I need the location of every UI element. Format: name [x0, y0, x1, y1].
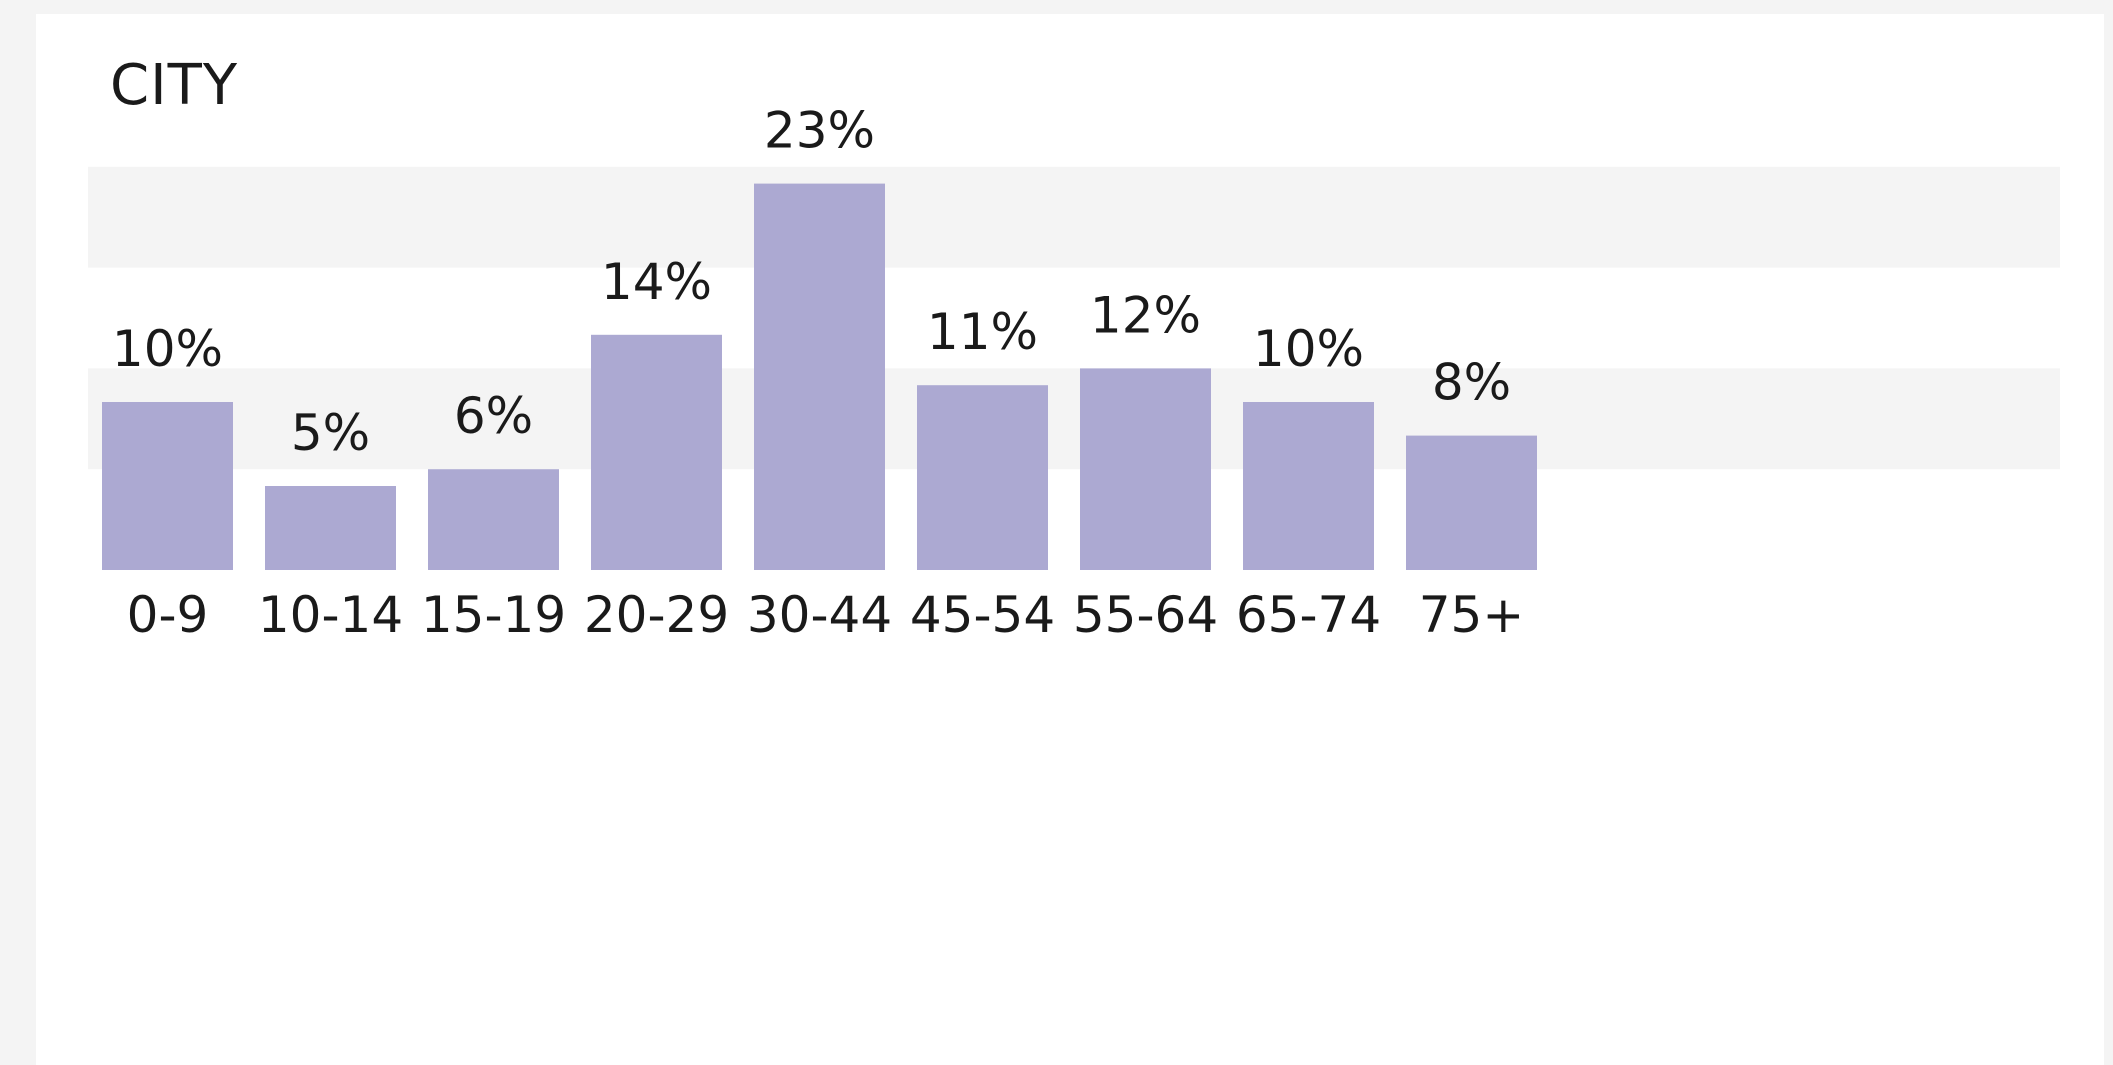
bars: [102, 183, 1537, 570]
bar-10-14: [265, 486, 396, 570]
value-labels: 10% 5% 6% 14% 23% 11% 12% 10% 8%: [112, 102, 1511, 462]
category-label: 55-64: [1073, 586, 1218, 644]
value-label: 10%: [1253, 320, 1364, 378]
category-label: 10-14: [258, 586, 403, 644]
grid-bands: [88, 166, 2060, 470]
bar-45-54: [917, 385, 1048, 570]
bar-15-19: [428, 469, 559, 570]
grid-band: [88, 166, 2060, 268]
value-label: 23%: [764, 102, 875, 160]
value-label: 6%: [454, 387, 533, 445]
bar-75+: [1406, 435, 1537, 570]
value-label: 5%: [291, 404, 370, 462]
value-label: 12%: [1090, 286, 1201, 344]
category-label: 45-54: [910, 586, 1055, 644]
bar-65-74: [1243, 402, 1374, 570]
grid-band: [88, 368, 2060, 470]
category-labels: 0-9 10-14 15-19 20-29 30-44 45-54 55-64 65-74 75…: [127, 586, 1525, 644]
bar-55-64: [1080, 368, 1211, 570]
bar-30-44: [754, 183, 885, 570]
category-label: 30-44: [747, 586, 892, 644]
bar-0-9: [102, 402, 233, 570]
value-label: 14%: [601, 253, 712, 311]
category-label: 65-74: [1236, 586, 1381, 644]
bar-20-29: [591, 334, 722, 570]
category-label: 15-19: [421, 586, 566, 644]
value-label: 11%: [927, 303, 1038, 361]
chart-title: CITY: [110, 53, 239, 118]
category-label: 20-29: [584, 586, 729, 644]
category-label: 0-9: [127, 586, 209, 644]
value-label: 8%: [1432, 354, 1511, 412]
category-label: 75+: [1419, 586, 1525, 644]
value-label: 10%: [112, 320, 223, 378]
